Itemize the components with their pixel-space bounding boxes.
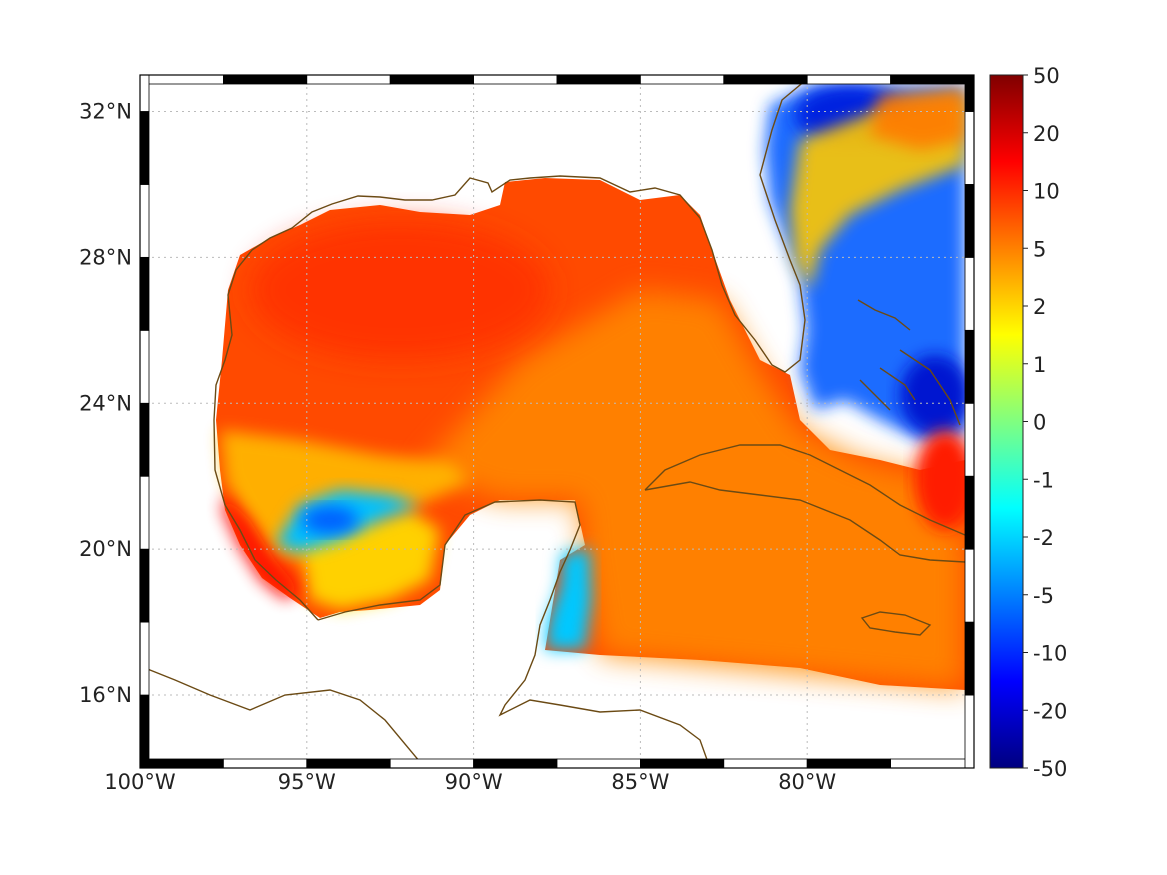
frame-segment-bottom: [222, 758, 308, 769]
coastline-gulf-us-mexico: [140, 75, 813, 768]
colorbar-tick-label: 5: [1033, 237, 1046, 261]
plot-area: [140, 75, 974, 768]
eastern-gulf-orange: [420, 290, 965, 690]
frame-segment-bottom: [306, 758, 391, 769]
frame-segment-top: [640, 74, 725, 85]
frame-segment-bottom: [806, 758, 892, 769]
frame-outline: [139, 74, 975, 769]
frame-segment-bottom: [389, 758, 475, 769]
frame-segment-left: [139, 475, 150, 550]
colorbar-tick-label: -10: [1033, 642, 1067, 666]
coastline-bahamas: [857, 299, 961, 426]
frame-segment-left: [139, 256, 150, 331]
frame-segment-bottom: [556, 758, 641, 769]
mexico-coast-red: [222, 495, 300, 600]
campeche-eddy-core: [302, 506, 358, 534]
colorbar-tick-label: 10: [1033, 180, 1060, 204]
latitude-tick-label: 24°N: [79, 391, 132, 415]
frame-segment-top: [473, 74, 558, 85]
frame-segment-right: [964, 694, 975, 769]
frame-segment-top: [890, 74, 975, 85]
frame-segment-top: [556, 74, 641, 85]
latitude-tick-label: 16°N: [79, 683, 132, 707]
frame-segment-left: [139, 329, 150, 404]
frame-segment-top: [723, 74, 808, 85]
colorbar-tick-label: 20: [1033, 122, 1060, 146]
frame-segment-right: [964, 402, 975, 477]
colorbar-tick-label: -20: [1033, 699, 1067, 723]
longitude-tick-label: 90°W: [445, 770, 503, 794]
frame-segment-left: [139, 184, 150, 258]
frame-segment-bottom: [473, 758, 558, 769]
latitude-labels: 32°N 28°N 24°N 20°N 16°N: [79, 99, 132, 707]
coastlines: [140, 75, 966, 768]
frame-segment-right: [964, 621, 975, 696]
latitude-tick-label: 28°N: [79, 245, 132, 269]
frame-segment-left: [139, 402, 150, 477]
frame-segment-top: [389, 74, 475, 85]
colorbar-bar: [989, 74, 1024, 769]
frame-segment-bottom: [139, 758, 224, 769]
frame-segment-left: [139, 621, 150, 696]
frame-segment-top: [306, 74, 391, 85]
colorbar-tick-label: 0: [1033, 411, 1046, 435]
latitude-tick-label: 20°N: [79, 537, 132, 561]
coastline-cuba: [644, 444, 966, 563]
colorbar-tick-label: -50: [1033, 757, 1067, 781]
colorbar-tick-label: 2: [1033, 295, 1046, 319]
colorbar-tick-label: -2: [1033, 526, 1054, 550]
longitude-tick-label: 100°W: [104, 770, 176, 794]
frame-segment-right: [964, 256, 975, 331]
frame-segment-right: [964, 475, 975, 550]
frame-segment-left: [139, 694, 150, 769]
frame-segment-right: [964, 184, 975, 258]
frame-segment-right: [964, 74, 975, 112]
frame-segment-left: [139, 74, 150, 112]
gulf-stream-core: [870, 88, 965, 150]
frame-segment-left: [139, 111, 150, 185]
colorbar-tick-label: -1: [1033, 468, 1054, 492]
north-gulf-red: [250, 220, 550, 360]
yucatan-channel-cyan: [545, 548, 592, 650]
frame-segment-bottom: [723, 758, 808, 769]
heat-field: [216, 85, 974, 690]
atlantic-deep-blue-south: [900, 355, 970, 435]
longitude-labels: 100°W 95°W 90°W 85°W 80°W: [104, 770, 836, 794]
frame-segment-left: [139, 548, 150, 623]
longitude-tick-label: 95°W: [278, 770, 336, 794]
longitude-tick-label: 80°W: [778, 770, 836, 794]
frame-segment-bottom: [640, 758, 725, 769]
frame-segment-right: [964, 329, 975, 404]
colorbar-tick-label: 50: [1033, 64, 1060, 88]
frame-segment-top: [806, 74, 892, 85]
frame-segment-bottom: [890, 758, 975, 769]
latitude-tick-label: 32°N: [79, 99, 132, 123]
colorbar-tick-label: 1: [1033, 353, 1046, 377]
frame-segment-right: [964, 548, 975, 623]
longitude-tick-label: 85°W: [611, 770, 669, 794]
map-frame: [139, 74, 975, 769]
frame-segment-right: [964, 111, 975, 185]
frame-segment-top: [222, 74, 308, 85]
frame-segment-top: [139, 74, 224, 85]
coastline-jamaica: [860, 611, 932, 636]
windward-red: [915, 430, 974, 530]
colorbar-tick-label: -5: [1033, 584, 1054, 608]
coastline-yucatan: [317, 499, 711, 768]
